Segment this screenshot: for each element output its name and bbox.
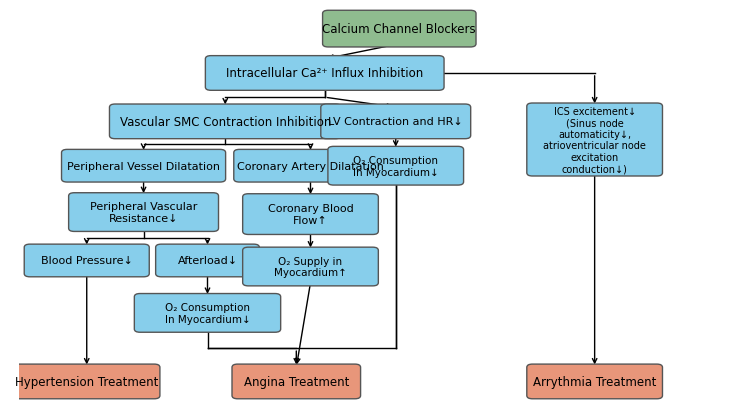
Text: ICS excitement↓
(Sinus node
automaticity↓,
atrioventricular node
excitation
cond: ICS excitement↓ (Sinus node automaticity… bbox=[543, 106, 646, 174]
FancyBboxPatch shape bbox=[232, 364, 360, 399]
FancyBboxPatch shape bbox=[322, 11, 476, 48]
Text: Calcium Channel Blockers: Calcium Channel Blockers bbox=[322, 23, 476, 36]
FancyBboxPatch shape bbox=[321, 105, 471, 139]
FancyBboxPatch shape bbox=[69, 193, 219, 232]
FancyBboxPatch shape bbox=[14, 364, 160, 399]
Text: O₂ Consumption
In Myocardium↓: O₂ Consumption In Myocardium↓ bbox=[353, 156, 439, 177]
FancyBboxPatch shape bbox=[243, 194, 379, 235]
FancyBboxPatch shape bbox=[527, 364, 662, 399]
Text: Vascular SMC Contraction Inhibition: Vascular SMC Contraction Inhibition bbox=[120, 115, 331, 128]
Text: Blood Pressure↓: Blood Pressure↓ bbox=[41, 256, 133, 266]
Text: LV Contraction and HR↓: LV Contraction and HR↓ bbox=[328, 117, 463, 127]
FancyBboxPatch shape bbox=[24, 245, 149, 277]
Text: Afterload↓: Afterload↓ bbox=[178, 256, 238, 266]
FancyBboxPatch shape bbox=[135, 294, 281, 333]
FancyBboxPatch shape bbox=[205, 56, 444, 91]
Text: Angina Treatment: Angina Treatment bbox=[243, 375, 349, 388]
FancyBboxPatch shape bbox=[243, 247, 379, 286]
FancyBboxPatch shape bbox=[110, 105, 341, 139]
Text: Peripheral Vessel Dilatation: Peripheral Vessel Dilatation bbox=[67, 161, 220, 171]
Text: Peripheral Vascular
Resistance↓: Peripheral Vascular Resistance↓ bbox=[90, 202, 197, 223]
Text: Coronary Blood
Flow↑: Coronary Blood Flow↑ bbox=[268, 204, 353, 225]
FancyBboxPatch shape bbox=[328, 147, 463, 185]
Text: Hypertension Treatment: Hypertension Treatment bbox=[15, 375, 159, 388]
Text: O₂ Consumption
In Myocardium↓: O₂ Consumption In Myocardium↓ bbox=[164, 303, 251, 324]
Text: O₂ Supply in
Myocardium↑: O₂ Supply in Myocardium↑ bbox=[274, 256, 347, 278]
FancyBboxPatch shape bbox=[61, 150, 226, 183]
Text: Arrythmia Treatment: Arrythmia Treatment bbox=[533, 375, 656, 388]
Text: Intracellular Ca²⁺ Influx Inhibition: Intracellular Ca²⁺ Influx Inhibition bbox=[226, 67, 423, 80]
FancyBboxPatch shape bbox=[156, 245, 260, 277]
FancyBboxPatch shape bbox=[527, 104, 662, 177]
Text: Coronary Artery Dilatation: Coronary Artery Dilatation bbox=[237, 161, 384, 171]
FancyBboxPatch shape bbox=[234, 150, 387, 183]
